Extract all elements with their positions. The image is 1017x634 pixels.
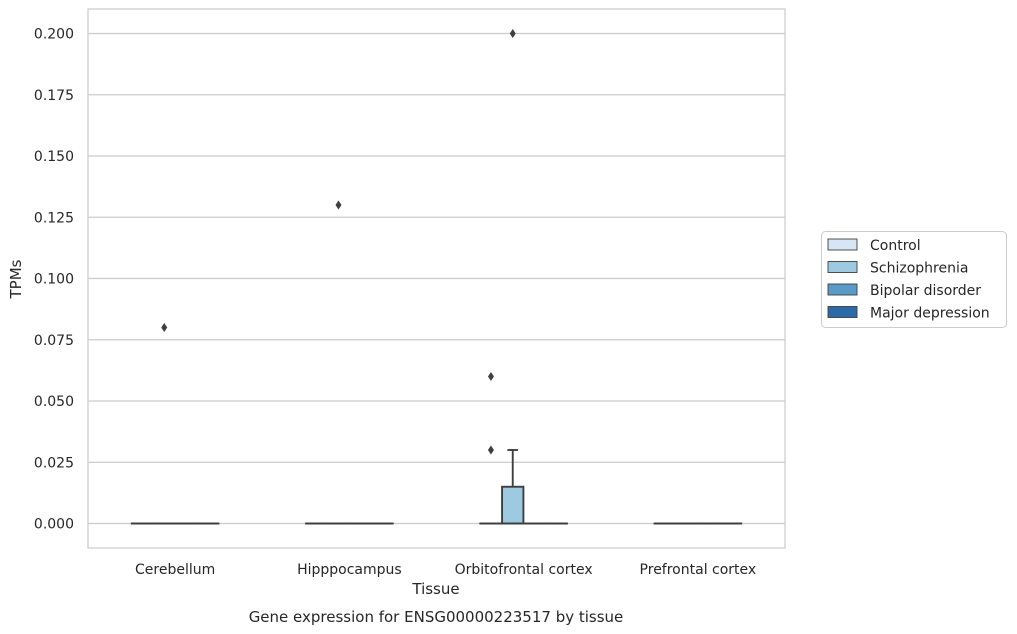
y-tick-labels: 0.000 0.025 0.050 0.075 0.100 0.125 0.150 0.175… — [34, 27, 74, 533]
legend-frame — [821, 231, 1007, 328]
outlier-point — [487, 372, 494, 381]
legend-swatch — [827, 306, 858, 318]
outlier-point — [487, 445, 494, 455]
y-tick-label: 0.150 — [34, 149, 74, 165]
legend-swatch — [827, 238, 858, 251]
box-series — [130, 29, 743, 525]
x-tick-label: Hipppocampus — [297, 562, 402, 578]
x-tick-labels: Cerebellum Hipppocampus Orbitofrontal cort… — [135, 562, 756, 578]
x-tick-label: Orbitofrontal cortex — [455, 562, 593, 578]
legend-swatch — [827, 283, 858, 296]
box-schizophrenia — [152, 323, 176, 525]
x-tick-label: Prefrontal cortex — [640, 562, 757, 578]
legend-swatch — [827, 261, 858, 273]
legend: Control Schizophrenia Bipolar disorder Majo… — [821, 231, 1007, 328]
outlier-point — [509, 29, 516, 38]
y-tick-label: 0.000 — [34, 517, 74, 533]
y-tick-label: 0.075 — [34, 333, 74, 349]
plot-frame — [87, 8, 786, 549]
box-schizophrenia — [501, 29, 525, 525]
legend-label: Schizophrenia — [870, 261, 968, 277]
outlier-point — [335, 200, 342, 210]
outlier-point — [161, 323, 168, 332]
x-axis-label: Tissue — [411, 580, 459, 598]
y-tick-label: 0.100 — [34, 272, 74, 288]
box-schizophrenia — [326, 200, 351, 525]
legend-label: Major depression — [870, 306, 990, 322]
y-tick-label: 0.175 — [34, 88, 74, 104]
legend-label: Control — [870, 238, 921, 254]
y-tick-label: 0.125 — [34, 210, 74, 226]
box-control — [479, 372, 503, 525]
y-axis-label: TPMs — [7, 259, 25, 299]
y-tick-label: 0.200 — [34, 27, 74, 43]
legend-label: Bipolar disorder — [870, 283, 981, 299]
x-tick-label: Cerebellum — [135, 562, 215, 578]
y-tick-label: 0.050 — [34, 394, 74, 410]
grid-lines — [88, 32, 785, 525]
y-tick-label: 0.025 — [34, 455, 74, 471]
chart-caption: Gene expression for ENSG00000223517 by t… — [249, 608, 624, 626]
box-body — [501, 485, 525, 525]
